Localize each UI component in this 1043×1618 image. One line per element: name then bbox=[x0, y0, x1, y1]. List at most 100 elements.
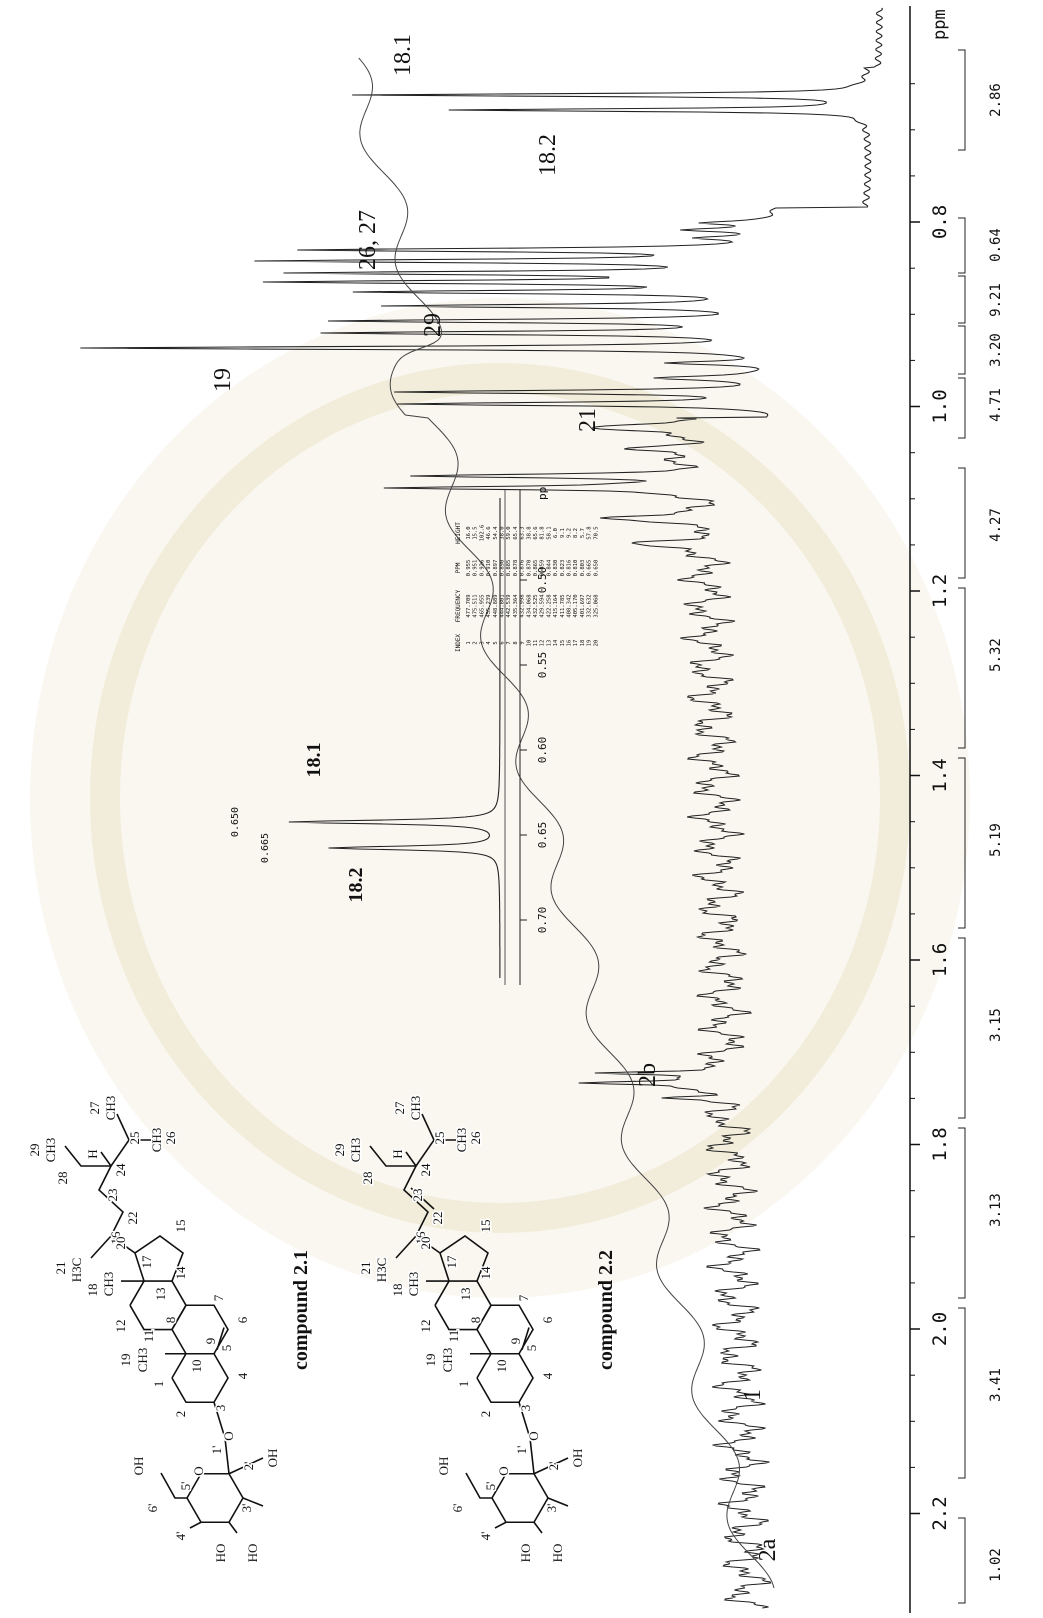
compound-name: compound 2.1 bbox=[290, 1250, 312, 1370]
atom-label: 15 bbox=[478, 1220, 493, 1233]
atom-label: CH3 bbox=[440, 1348, 455, 1373]
atom-label: 1' bbox=[209, 1446, 224, 1455]
atom-label: HO bbox=[245, 1544, 260, 1563]
table-cell: 432.998 bbox=[520, 594, 526, 617]
table-cell: 0.910 bbox=[486, 560, 492, 577]
table-cell: 0.803 bbox=[580, 560, 586, 577]
atom-label: 22 bbox=[430, 1212, 445, 1225]
table-cell: 422.258 bbox=[546, 594, 552, 617]
atom-label: 28 bbox=[55, 1172, 70, 1185]
ring bbox=[134, 1235, 184, 1282]
table-cell: 17 bbox=[573, 640, 579, 647]
table-cell: 5 bbox=[493, 641, 499, 644]
table-cell: 0.830 bbox=[553, 560, 559, 577]
atom-label: 9 bbox=[203, 1338, 218, 1345]
table-cell: 401.697 bbox=[580, 594, 586, 617]
atom-label: H3C bbox=[69, 1258, 84, 1283]
atom-label: 5' bbox=[178, 1482, 193, 1491]
table-cell: 14 bbox=[553, 639, 559, 646]
inset-tick-label: 0.55 bbox=[536, 652, 549, 679]
table-cell: 465.955 bbox=[479, 594, 485, 617]
table-cell: 0.870 bbox=[526, 560, 532, 577]
peak-table: INDEX FREQUENCY PPM HEIGHT 1 477.709 0.955 16.0… bbox=[455, 522, 599, 652]
peak-label: 19 bbox=[210, 368, 236, 392]
atom-label: 2' bbox=[546, 1462, 561, 1471]
bond bbox=[547, 1497, 569, 1507]
table-cell: 13 bbox=[546, 640, 552, 647]
integration-bracket bbox=[958, 587, 966, 749]
atom-label: H3C bbox=[374, 1258, 389, 1283]
bond bbox=[518, 1402, 535, 1474]
inset-peak-label: 18.2 bbox=[345, 868, 367, 903]
atom-label: 3' bbox=[544, 1504, 559, 1513]
atom-label: 24 bbox=[113, 1163, 128, 1177]
table-cell: 411.785 bbox=[560, 594, 566, 617]
table-cell: 38.0 bbox=[500, 526, 506, 539]
atom-label: 21 bbox=[358, 1262, 373, 1275]
table-cell: 2 bbox=[473, 641, 479, 644]
bond bbox=[228, 1521, 238, 1534]
atom-label: CH3 bbox=[149, 1128, 164, 1153]
table-cell: 0.951 bbox=[473, 560, 479, 577]
spectrum-trace bbox=[80, 7, 884, 1609]
integration-value: 3.41 bbox=[988, 1368, 1004, 1402]
atom-label: CH3 bbox=[103, 1096, 118, 1121]
table-cell: 0.885 bbox=[506, 560, 512, 577]
table-cell: 16 bbox=[567, 640, 573, 647]
atom-label: 24 bbox=[418, 1163, 433, 1177]
bond bbox=[421, 1113, 435, 1141]
atom-label: 6' bbox=[145, 1504, 160, 1513]
bond bbox=[533, 1457, 569, 1475]
bond bbox=[228, 1457, 264, 1475]
double-bond bbox=[521, 1327, 530, 1350]
peak-label: 1 bbox=[740, 1389, 766, 1401]
tick-label: 1.6 bbox=[929, 943, 951, 977]
atom-label: 19 bbox=[118, 1354, 133, 1367]
table-cell: 0.650 bbox=[593, 560, 599, 577]
atom-label: 27 bbox=[87, 1101, 102, 1115]
table-cell: 9.2 bbox=[567, 528, 573, 538]
table-cell: 0.844 bbox=[546, 559, 552, 576]
table-cell: 58.1 bbox=[546, 526, 552, 539]
atom-label: 14 bbox=[478, 1266, 493, 1280]
atom-label: H bbox=[85, 1149, 100, 1158]
table-cell: 434.068 bbox=[526, 594, 532, 617]
atom-label: HO bbox=[550, 1544, 565, 1563]
atom-label: 5 bbox=[219, 1345, 234, 1352]
table-header: FREQUENCY bbox=[455, 589, 462, 622]
atom-label: 4 bbox=[540, 1372, 555, 1379]
atom-label: 3 bbox=[213, 1405, 228, 1412]
table-header: INDEX bbox=[455, 634, 462, 652]
atom-label: 19 bbox=[423, 1354, 438, 1367]
tick-label: 1.2 bbox=[929, 574, 951, 608]
table-header: HEIGHT bbox=[455, 522, 462, 544]
atom-label: 29 bbox=[332, 1144, 347, 1157]
atom-label: OH bbox=[436, 1457, 451, 1476]
integration-bracket bbox=[958, 757, 966, 929]
table-cell: 475.511 bbox=[473, 594, 479, 617]
atom-label: CH3 bbox=[135, 1348, 150, 1373]
atom-label: 16 bbox=[413, 1231, 428, 1245]
axis-unit: ppm bbox=[930, 9, 950, 40]
atom-label: 8 bbox=[163, 1317, 178, 1324]
table-cell: 70.5 bbox=[593, 526, 599, 539]
integration-value: 9.21 bbox=[988, 283, 1004, 317]
watermark bbox=[30, 298, 970, 1298]
atom-label: 5' bbox=[483, 1482, 498, 1491]
sugar-ring bbox=[186, 1472, 244, 1524]
tick-label: 1.0 bbox=[929, 389, 951, 423]
bond bbox=[213, 1402, 230, 1474]
inset-tick-label: 0.60 bbox=[536, 737, 549, 764]
bond bbox=[369, 1145, 429, 1237]
atom-label: 7 bbox=[516, 1294, 531, 1301]
structure: compound 2.24'6'OH5'OHO HO3'2' OH1'O123456… bbox=[331, 1094, 618, 1564]
atom-label: 2' bbox=[241, 1462, 256, 1471]
atom-label: OH bbox=[570, 1449, 585, 1468]
atom-label: 3' bbox=[239, 1504, 254, 1513]
inset-tick-label: 0.70 bbox=[536, 907, 549, 934]
table-cell: 3 bbox=[479, 641, 485, 644]
atom-label: 9 bbox=[508, 1338, 523, 1345]
inset-trace bbox=[288, 498, 501, 978]
